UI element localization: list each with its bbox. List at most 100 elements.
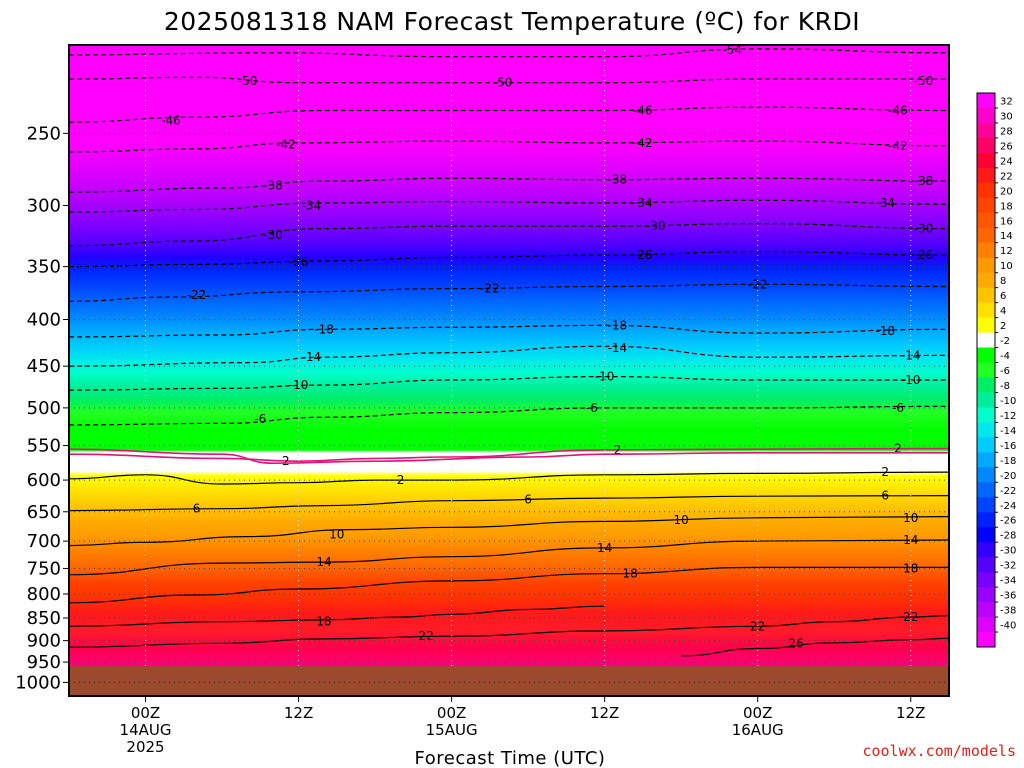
x-axis-ticks: 00Z14AUG202512Z00Z15AUG12Z00Z16AUG12Z00Z… bbox=[120, 696, 925, 756]
contour-label: -30 bbox=[646, 219, 666, 233]
ground-surface bbox=[69, 666, 949, 696]
colorbar-swatch bbox=[977, 302, 995, 319]
contour-label: 18 bbox=[903, 561, 918, 575]
contour-label: -34 bbox=[875, 196, 895, 210]
colorbar-label: -2 bbox=[1000, 336, 1010, 347]
contour-label: -26 bbox=[914, 248, 934, 262]
x-tick-label: 00Z bbox=[743, 704, 772, 722]
contour-label: 2 bbox=[894, 441, 902, 455]
colorbar-swatch bbox=[977, 512, 995, 528]
contour-label: 18 bbox=[316, 615, 331, 629]
contour-2 bbox=[69, 447, 949, 463]
colorbar-label: 14 bbox=[1000, 231, 1013, 242]
colorbar-swatch bbox=[977, 497, 995, 513]
colorbar-label: 32 bbox=[1000, 96, 1013, 107]
contour-label: -22 bbox=[187, 288, 207, 302]
contour-label: -22 bbox=[480, 282, 500, 296]
colorbar-swatch bbox=[977, 332, 995, 349]
colorbar-swatch bbox=[977, 602, 995, 618]
contour-6 bbox=[69, 495, 949, 512]
x-tick-label: 12Z bbox=[896, 704, 925, 722]
y-tick-label: 300 bbox=[27, 196, 61, 217]
colorbar-swatch bbox=[977, 572, 995, 588]
contour-2 bbox=[69, 471, 949, 485]
contour-label: 22 bbox=[750, 619, 765, 633]
contour-label: 6 bbox=[524, 492, 532, 506]
colorbar-label: 16 bbox=[1000, 216, 1013, 227]
contour--54 bbox=[69, 48, 949, 58]
colorbar-label: 6 bbox=[1000, 291, 1006, 302]
colorbar-swatch bbox=[977, 632, 995, 648]
colorbar-label: -6 bbox=[1000, 366, 1010, 377]
colorbar-label: 18 bbox=[1000, 201, 1013, 212]
colorbar-label: -24 bbox=[1000, 501, 1016, 512]
colorbar: 32 30 28 26 24 22 20 18 16 14 12 10 8 6 4 2 -2 -4 -6 -8 -10 -… bbox=[976, 92, 1016, 648]
contour-label: -18 bbox=[875, 324, 895, 338]
contour-label: -6 bbox=[586, 401, 598, 415]
temperature-gradient bbox=[69, 45, 949, 696]
colorbar-swatch bbox=[977, 257, 995, 274]
colorbar-label: -34 bbox=[1000, 576, 1016, 587]
y-tick-label: 600 bbox=[27, 470, 61, 491]
chart-title: 2025081318 NAM Forecast Temperature (ºC)… bbox=[164, 7, 860, 36]
contour-label: -50 bbox=[238, 74, 258, 88]
x-tick-label: 00Z bbox=[131, 704, 160, 722]
colorbar-label: 28 bbox=[1000, 126, 1013, 137]
credit-text: coolwx.com/models bbox=[862, 742, 1016, 760]
contour-label: -50 bbox=[914, 74, 934, 88]
contour-18 bbox=[69, 605, 605, 627]
colorbar-label: -20 bbox=[1000, 471, 1016, 482]
colorbar-swatch bbox=[977, 93, 995, 109]
colorbar-label: -26 bbox=[1000, 516, 1016, 527]
y-tick-label: 800 bbox=[27, 584, 61, 605]
x-tick-label: 00Z bbox=[437, 704, 466, 722]
y-tick-label: 850 bbox=[27, 608, 61, 629]
contour-label: 6 bbox=[881, 489, 889, 503]
contour-label: -38 bbox=[608, 173, 628, 187]
colorbar-label: -18 bbox=[1000, 456, 1016, 467]
colorbar-label: 10 bbox=[1000, 261, 1013, 272]
colorbar-label: 30 bbox=[1000, 111, 1013, 122]
contour-label: 10 bbox=[903, 511, 918, 525]
colorbar-swatch bbox=[977, 197, 995, 214]
contour-label: -50 bbox=[493, 76, 513, 90]
contour-label: 10 bbox=[674, 513, 689, 527]
contour-label: -34 bbox=[302, 199, 322, 213]
contour-label: -38 bbox=[914, 174, 934, 188]
contour--6 bbox=[69, 405, 949, 426]
contour-label: 10 bbox=[329, 527, 344, 541]
contour-label: 26 bbox=[788, 636, 803, 650]
contour-label: 14 bbox=[903, 533, 918, 547]
colorbar-swatch bbox=[977, 137, 995, 154]
y-tick-label: 700 bbox=[27, 531, 61, 552]
colorbar-label: -14 bbox=[1000, 426, 1016, 437]
colorbar-label: 8 bbox=[1000, 276, 1006, 287]
colorbar-swatch bbox=[977, 527, 995, 543]
contour-lines: -54-50 -50 -50-46-46 -46-42 -42 -42-38 -38 -38-… bbox=[69, 45, 949, 657]
contour-label: 2 bbox=[397, 473, 405, 487]
colorbar-swatch bbox=[977, 467, 995, 483]
colorbar-label: -38 bbox=[1000, 606, 1016, 617]
y-tick-label: 650 bbox=[27, 502, 61, 523]
contour-label: 22 bbox=[903, 610, 918, 624]
contour-label: 22 bbox=[418, 629, 433, 643]
colorbar-label: 22 bbox=[1000, 171, 1013, 182]
x-axis-label: Forecast Time (UTC) bbox=[415, 748, 606, 768]
contour-label: -34 bbox=[633, 196, 653, 210]
contour-label: -38 bbox=[263, 178, 283, 192]
colorbar-label: -16 bbox=[1000, 441, 1016, 452]
y-tick-label: 450 bbox=[27, 356, 61, 377]
colorbar-frame bbox=[976, 92, 996, 648]
colorbar-swatch bbox=[977, 407, 995, 423]
colorbar-swatch bbox=[977, 347, 995, 364]
colorbar-swatch bbox=[977, 557, 995, 573]
y-axis-ticks: 2503003504004505005506006507007508008509… bbox=[15, 123, 69, 693]
colorbar-swatch bbox=[977, 587, 995, 603]
colorbar-label: -32 bbox=[1000, 561, 1016, 572]
contour-label: -10 bbox=[595, 370, 615, 384]
contour-26 bbox=[681, 637, 949, 657]
contour-label: -46 bbox=[161, 113, 181, 127]
colorbar-swatch bbox=[977, 167, 995, 184]
colorbar-label: -8 bbox=[1000, 381, 1010, 392]
y-tick-label: 1000 bbox=[15, 672, 61, 693]
